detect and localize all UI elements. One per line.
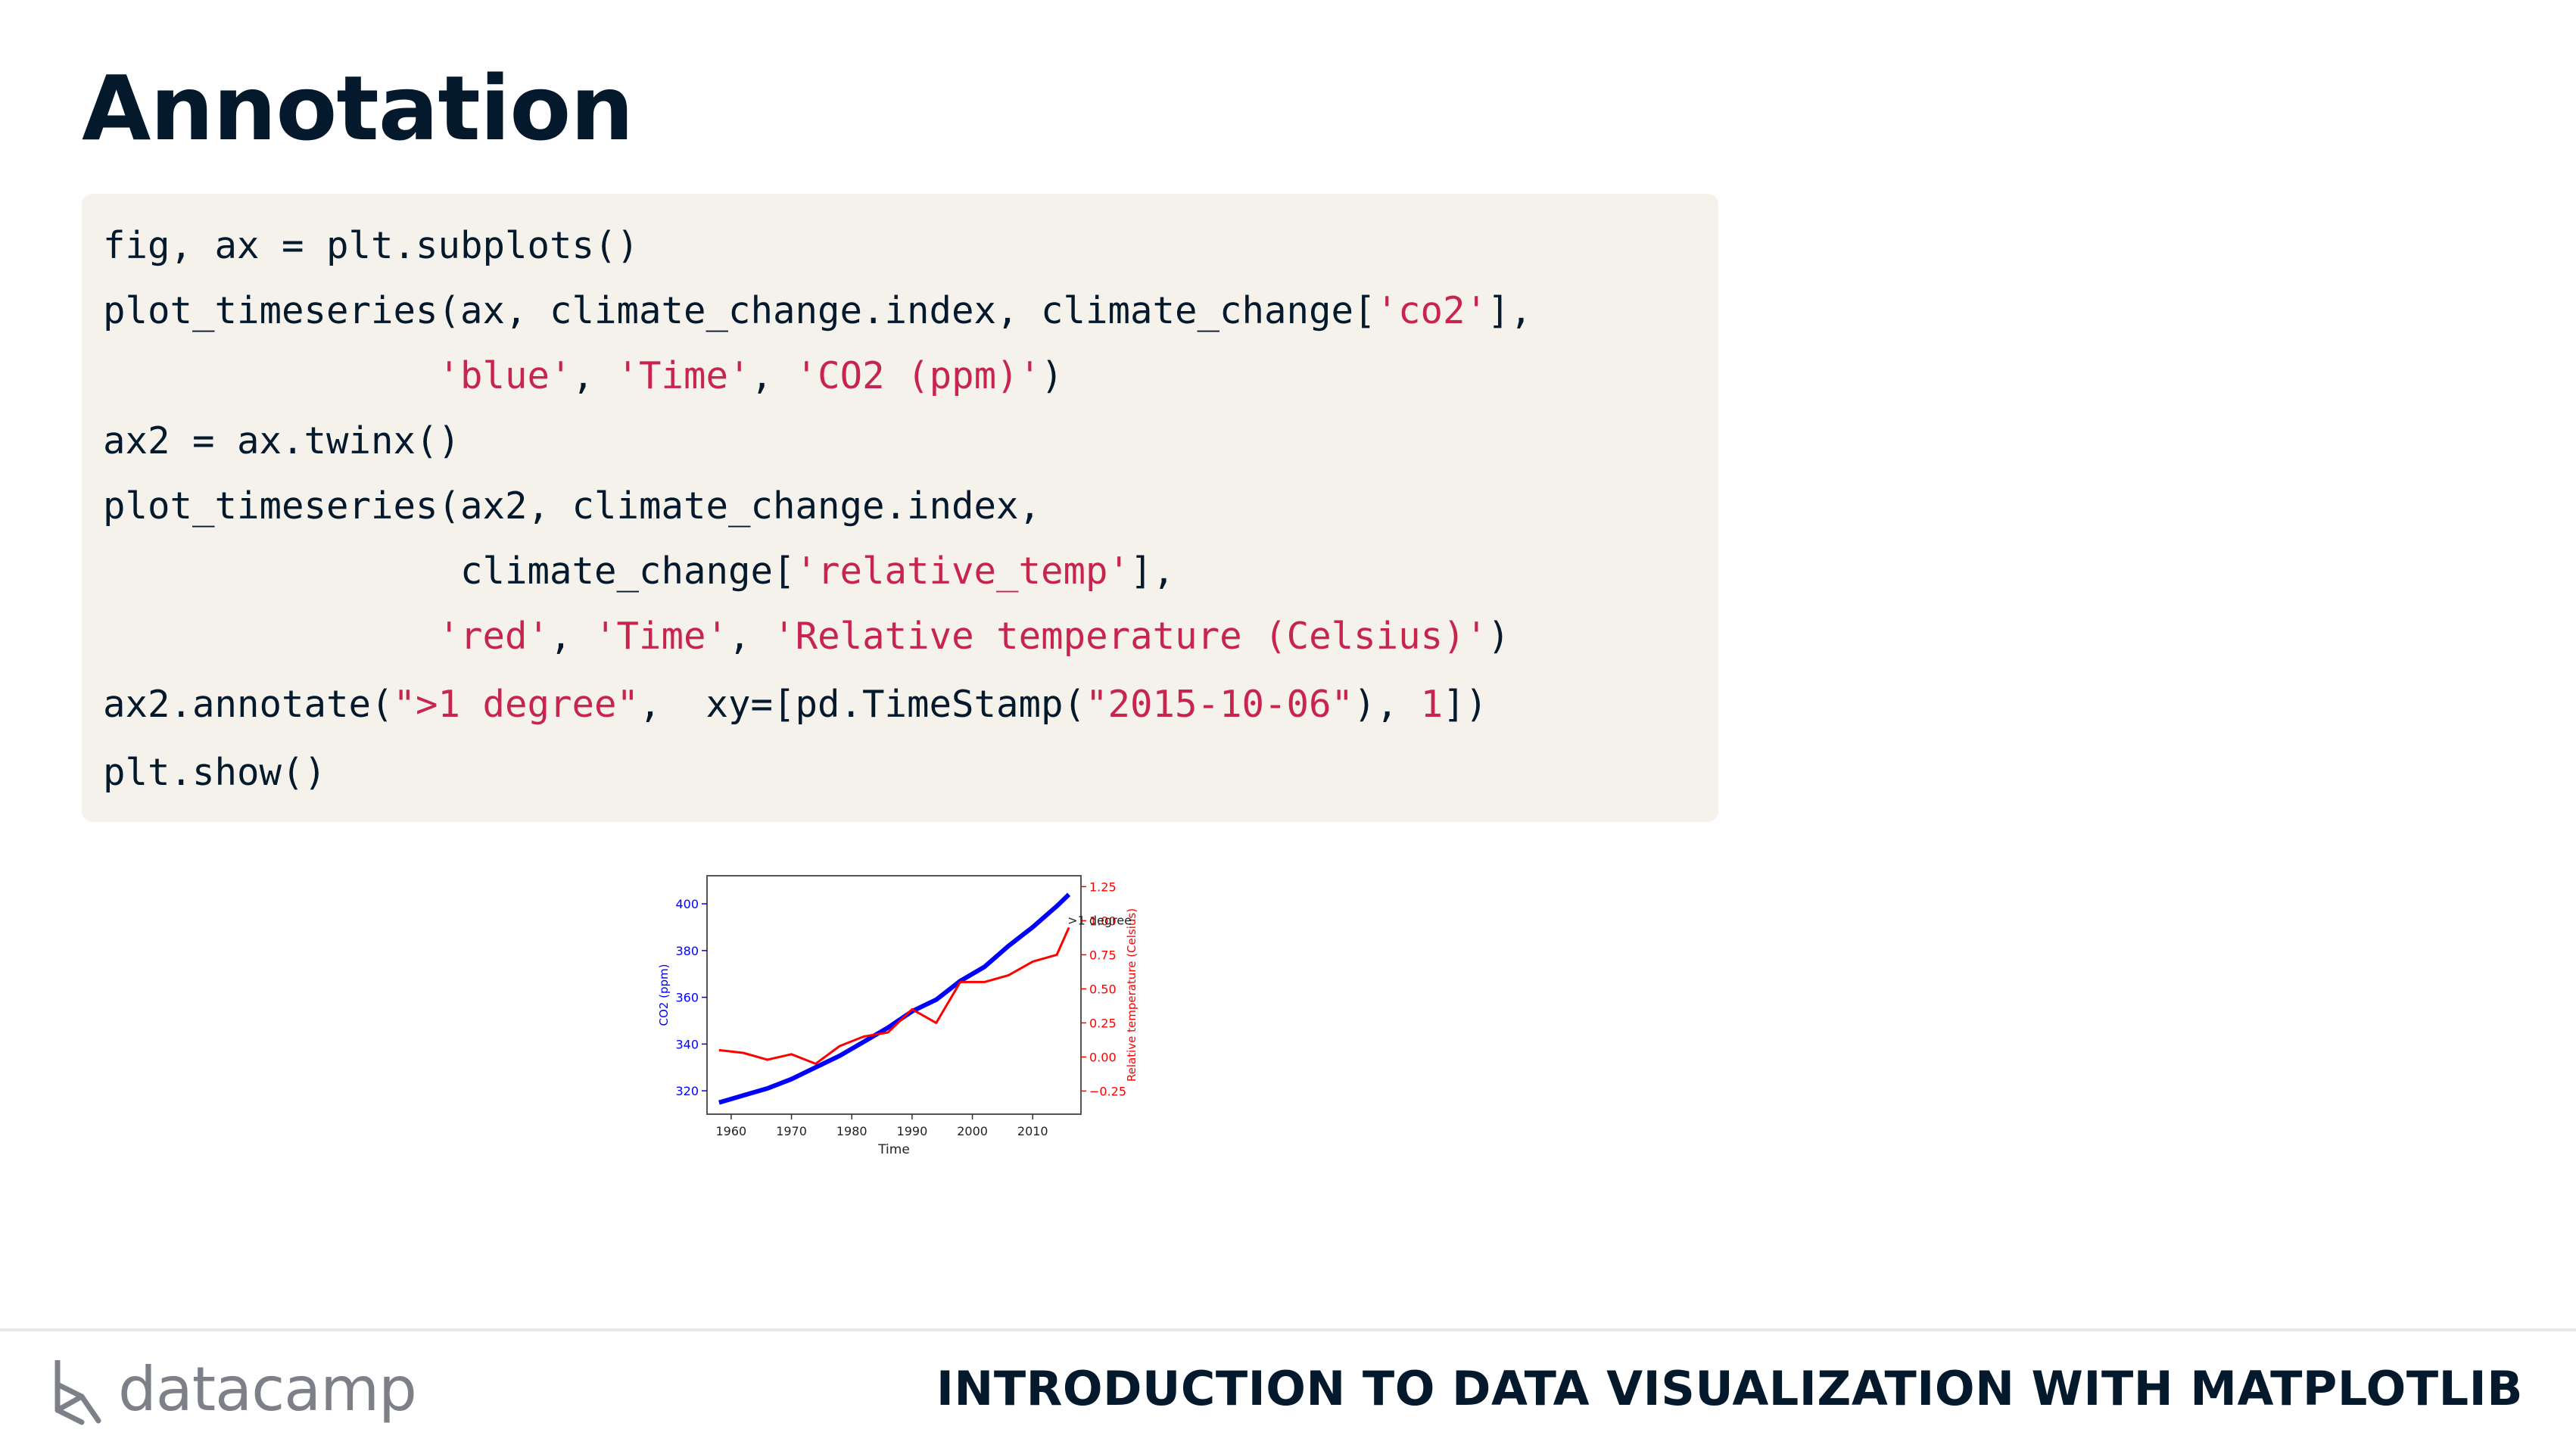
- code-line: climate_change['relative_temp'],: [103, 545, 1175, 598]
- annotation-label: >1 degree: [1067, 913, 1132, 927]
- code-token: ): [1041, 354, 1064, 397]
- code-string: ">1 degree": [393, 683, 640, 726]
- code-line: ax2.annotate(">1 degree", xy=[pd.TimeSta…: [103, 678, 1487, 731]
- code-line: 'blue', 'Time', 'CO2 (ppm)'): [103, 350, 1064, 403]
- x-axis-label: Time: [877, 1142, 910, 1157]
- slide-title: Annotation: [82, 56, 634, 160]
- code-string: "2015-10-06": [1086, 683, 1354, 726]
- code-token: ],: [1130, 550, 1176, 593]
- code-line: fig, ax = plt.subplots(): [103, 220, 639, 272]
- code-string: 'relative_temp': [795, 550, 1131, 593]
- y-right-tick-label: 1.25: [1089, 880, 1117, 894]
- code-string: 'Time': [594, 615, 729, 658]
- code-token: , xy=[pd.TimeStamp(: [639, 683, 1086, 726]
- y-right-tick-label: 0.25: [1089, 1016, 1117, 1030]
- x-tick-label: 1970: [776, 1124, 807, 1138]
- code-token: ,: [750, 354, 796, 397]
- code-token: fig, ax = plt.subplots(): [103, 224, 640, 267]
- code-block: fig, ax = plt.subplots() plot_timeseries(…: [82, 194, 1718, 822]
- code-string: 'Time': [616, 354, 751, 397]
- datacamp-logo-icon: [55, 1360, 101, 1425]
- y-right-tick-label: 1.00: [1089, 914, 1117, 928]
- course-title: INTRODUCTION TO DATA VISUALIZATION WITH …: [936, 1361, 2523, 1416]
- code-token: ax2 = ax.twinx(): [103, 419, 461, 462]
- x-tick-label: 2000: [957, 1124, 988, 1138]
- code-token: ]): [1443, 683, 1488, 726]
- plot-frame: [706, 875, 1082, 1115]
- code-line: plot_timeseries(ax2, climate_change.inde…: [103, 480, 1041, 533]
- y-left-tick-label: 380: [675, 944, 699, 958]
- code-token: ,: [550, 615, 595, 658]
- code-token: ax2.annotate(: [103, 683, 394, 726]
- code-token: ],: [1487, 289, 1533, 332]
- code-string: 'Relative temperature (Celsius)': [773, 615, 1488, 658]
- code-string: 'co2': [1375, 289, 1488, 332]
- x-tick-label: 2010: [1017, 1124, 1048, 1138]
- code-token: plt.show(): [103, 751, 327, 794]
- code-token: plot_timeseries(ax, climate_change.index…: [103, 289, 1376, 332]
- brand-name: datacamp: [118, 1353, 417, 1425]
- y-right-tick-label: 0.75: [1089, 948, 1117, 962]
- code-token: ,: [572, 354, 617, 397]
- code-string: 'red': [438, 615, 550, 658]
- dual-axis-timeseries-chart: 1960 1970 1980 1990 2000 2010 320 340 360 380 400 −…: [649, 863, 1149, 1166]
- y-right-axis-label: Relative temperature (Celsius): [1125, 908, 1138, 1082]
- y-left-tick-label: 400: [675, 897, 699, 911]
- chart-svg: 1960 1970 1980 1990 2000 2010 320 340 360 380 400 −…: [657, 875, 1138, 1157]
- code-line: plot_timeseries(ax, climate_change.index…: [103, 285, 1532, 338]
- y-left-tick-label: 360: [675, 991, 699, 1005]
- co2-series-line: [718, 892, 1071, 1105]
- footer-divider: [0, 1328, 2576, 1331]
- y-right-tick-label: 0.50: [1089, 982, 1117, 996]
- code-number: 1: [1420, 683, 1444, 726]
- code-string: 'CO2 (ppm)': [795, 354, 1042, 397]
- code-token: ): [1487, 615, 1510, 658]
- code-token: [103, 354, 438, 397]
- x-tick-label: 1990: [897, 1124, 928, 1138]
- x-tick-label: 1980: [836, 1124, 867, 1138]
- code-line: ax2 = ax.twinx(): [103, 415, 460, 468]
- y-right-tick-label: −0.25: [1089, 1084, 1126, 1098]
- code-string: 'blue': [438, 354, 572, 397]
- code-token: ),: [1353, 683, 1421, 726]
- temperature-series-line: [718, 926, 1070, 1065]
- datacamp-logo: datacamp: [51, 1347, 417, 1431]
- code-token: [103, 615, 438, 658]
- code-line: 'red', 'Time', 'Relative temperature (Ce…: [103, 610, 1510, 663]
- y-left-tick-label: 320: [675, 1084, 699, 1098]
- y-left-axis-label: CO2 (ppm): [657, 964, 671, 1026]
- code-token: plot_timeseries(ax2, climate_change.inde…: [103, 484, 1042, 528]
- y-right-tick-label: 0.00: [1089, 1050, 1117, 1064]
- y-left-tick-label: 340: [675, 1037, 699, 1051]
- x-tick-label: 1960: [716, 1124, 747, 1138]
- code-line: plt.show(): [103, 746, 326, 799]
- code-token: climate_change[: [103, 550, 796, 593]
- code-token: ,: [728, 615, 774, 658]
